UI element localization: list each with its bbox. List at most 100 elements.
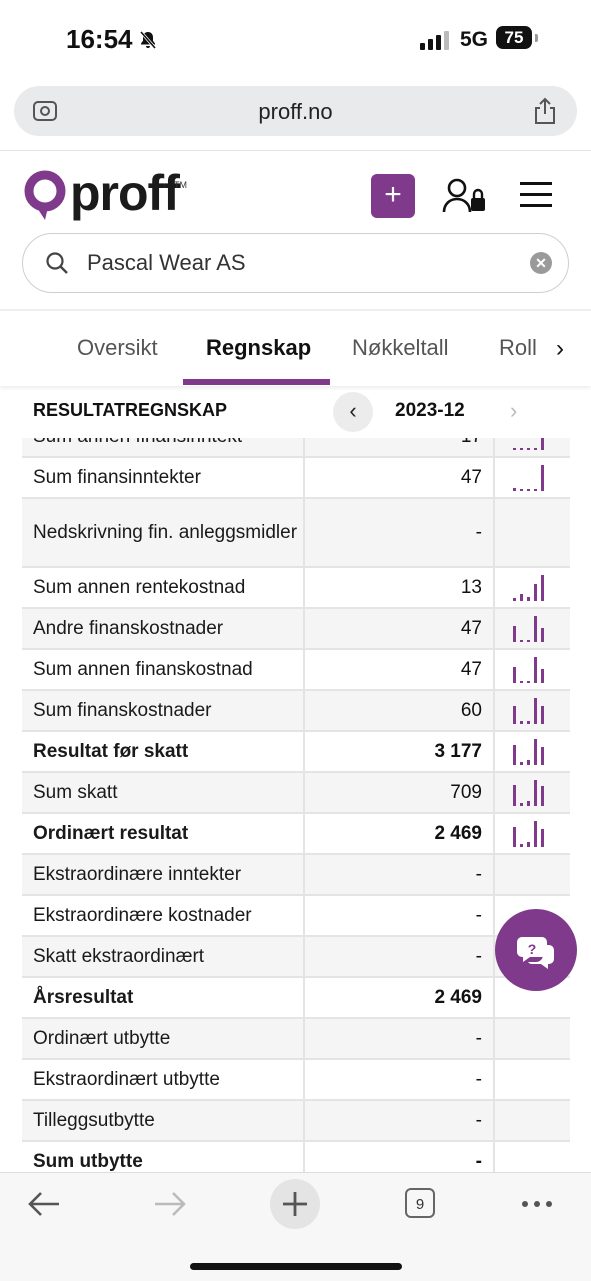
page-settings-icon[interactable] (32, 99, 58, 128)
signal-icon (420, 30, 450, 55)
table-row: Sum finansinntekter 47 (22, 458, 570, 499)
sparkline-cell[interactable] (495, 691, 570, 730)
sparkline-bar (513, 706, 516, 724)
row-label: Sum annen finanskostnad (22, 650, 305, 689)
address-bar[interactable]: proff.no (14, 86, 577, 136)
next-period-button[interactable]: › (510, 398, 518, 423)
row-label: Sum annen finansinntekt (22, 438, 305, 456)
table-row: Resultat før skatt 3 177 (22, 732, 570, 773)
divider (0, 309, 591, 311)
active-tab-indicator (183, 379, 330, 385)
search-icon (45, 251, 69, 280)
sparkline-bar (520, 844, 523, 847)
sparkline-cell[interactable] (495, 732, 570, 771)
sparkline-cell (495, 1019, 570, 1058)
sparkline-bar (513, 598, 516, 601)
back-arrow-icon[interactable] (27, 1189, 61, 1224)
table-row: Ordinært utbytte - (22, 1019, 570, 1060)
clear-search-icon[interactable]: ✕ (530, 252, 552, 274)
sparkline-bar (541, 465, 544, 491)
row-value: - (305, 499, 495, 566)
sparkline-cell (495, 499, 570, 566)
sparkline-bar (527, 448, 530, 450)
table-row: Ordinært resultat 2 469 (22, 814, 570, 855)
income-statement-table[interactable]: Sum annen finansinntekt17Sum finansinnte… (22, 438, 570, 1172)
tab-regnskap[interactable]: Regnskap (206, 335, 312, 360)
sparkline-cell[interactable] (495, 568, 570, 607)
sparkline-bar (527, 760, 530, 765)
table-row: Sum annen finanskostnad 47 (22, 650, 570, 691)
sparkline-cell[interactable] (495, 814, 570, 853)
row-value: 709 (305, 773, 495, 812)
sparkline-bar (534, 448, 537, 450)
sparkline-cell[interactable] (495, 438, 570, 456)
row-value: 2 469 (305, 978, 495, 1017)
row-label: Ekstraordinære kostnader (22, 896, 305, 935)
sparkline-chart (513, 698, 544, 724)
add-button[interactable]: + (371, 174, 415, 218)
row-value: - (305, 855, 495, 894)
row-label: Sum skatt (22, 773, 305, 812)
sparkline-bar (534, 698, 537, 724)
share-icon[interactable] (533, 97, 557, 130)
sparkline-bar (534, 657, 537, 683)
tabs-next-icon[interactable]: › (556, 335, 564, 362)
user-login-icon[interactable] (442, 178, 488, 219)
table-row: Ekstraordinære inntekter - (22, 855, 570, 896)
proff-logo-icon[interactable] (24, 170, 68, 227)
row-label: Sum annen rentekostnad (22, 568, 305, 607)
tab-count-button[interactable]: 9 (405, 1188, 435, 1218)
tab-oversikt[interactable]: Oversikt (77, 335, 158, 360)
sparkline-chart (513, 739, 544, 765)
table-row: Ekstraordinært utbytte - (22, 1060, 570, 1101)
status-time: 16:54 (66, 24, 133, 54)
sparkline-bar (513, 827, 516, 847)
sparkline-bar (541, 829, 544, 847)
search-box[interactable]: ✕ (22, 233, 569, 293)
section-title: RESULTATREGNSKAP (33, 400, 228, 420)
sparkline-bar (513, 667, 516, 683)
sparkline-chart (513, 575, 544, 601)
sparkline-cell[interactable] (495, 609, 570, 648)
sparkline-bar (527, 489, 530, 491)
sparkline-cell[interactable] (495, 773, 570, 812)
row-label: Ordinært utbytte (22, 1019, 305, 1058)
sparkline-bar (541, 669, 544, 683)
plus-icon (283, 1192, 307, 1216)
row-label: Ordinært resultat (22, 814, 305, 853)
more-options-icon[interactable] (520, 1191, 554, 1222)
brand-name[interactable]: proff (70, 165, 180, 221)
sparkline-bar (520, 803, 523, 806)
sparkline-cell (495, 855, 570, 894)
tab-roller[interactable]: Roll (499, 335, 537, 360)
sparkline-cell[interactable] (495, 458, 570, 497)
row-label: Ekstraordinært utbytte (22, 1060, 305, 1099)
sparkline-bar (520, 721, 523, 724)
sparkline-bar (541, 747, 544, 765)
row-value: 47 (305, 458, 495, 497)
search-input[interactable] (85, 248, 509, 278)
sparkline-bar (541, 706, 544, 724)
section-header: RESULTATREGNSKAP ‹ 2023-12 › (0, 392, 591, 432)
bell-muted-icon (138, 30, 158, 55)
tab-nokkeltall[interactable]: Nøkkeltall (352, 335, 449, 360)
sparkline-cell (495, 1101, 570, 1140)
row-label: Tilleggsutbytte (22, 1101, 305, 1140)
table-row: Nedskrivning fin. anleggsmidler - (22, 499, 570, 568)
row-label: Skatt ekstraordinært (22, 937, 305, 976)
svg-text:?: ? (528, 941, 537, 957)
chat-help-button[interactable]: ? (495, 909, 577, 991)
sparkline-bar (527, 801, 530, 806)
sparkline-cell[interactable] (495, 650, 570, 689)
sparkline-bar (520, 640, 523, 642)
url-text[interactable]: proff.no (258, 99, 333, 124)
sparkline-chart (513, 438, 544, 450)
hamburger-menu-icon[interactable] (520, 182, 552, 213)
new-tab-button[interactable] (270, 1179, 320, 1229)
forward-arrow-icon[interactable] (153, 1189, 187, 1224)
sparkline-bar (534, 616, 537, 642)
sparkline-bar (513, 785, 516, 806)
previous-period-button[interactable]: ‹ (333, 392, 373, 432)
sparkline-bar (534, 821, 537, 847)
sparkline-bar (534, 584, 537, 601)
